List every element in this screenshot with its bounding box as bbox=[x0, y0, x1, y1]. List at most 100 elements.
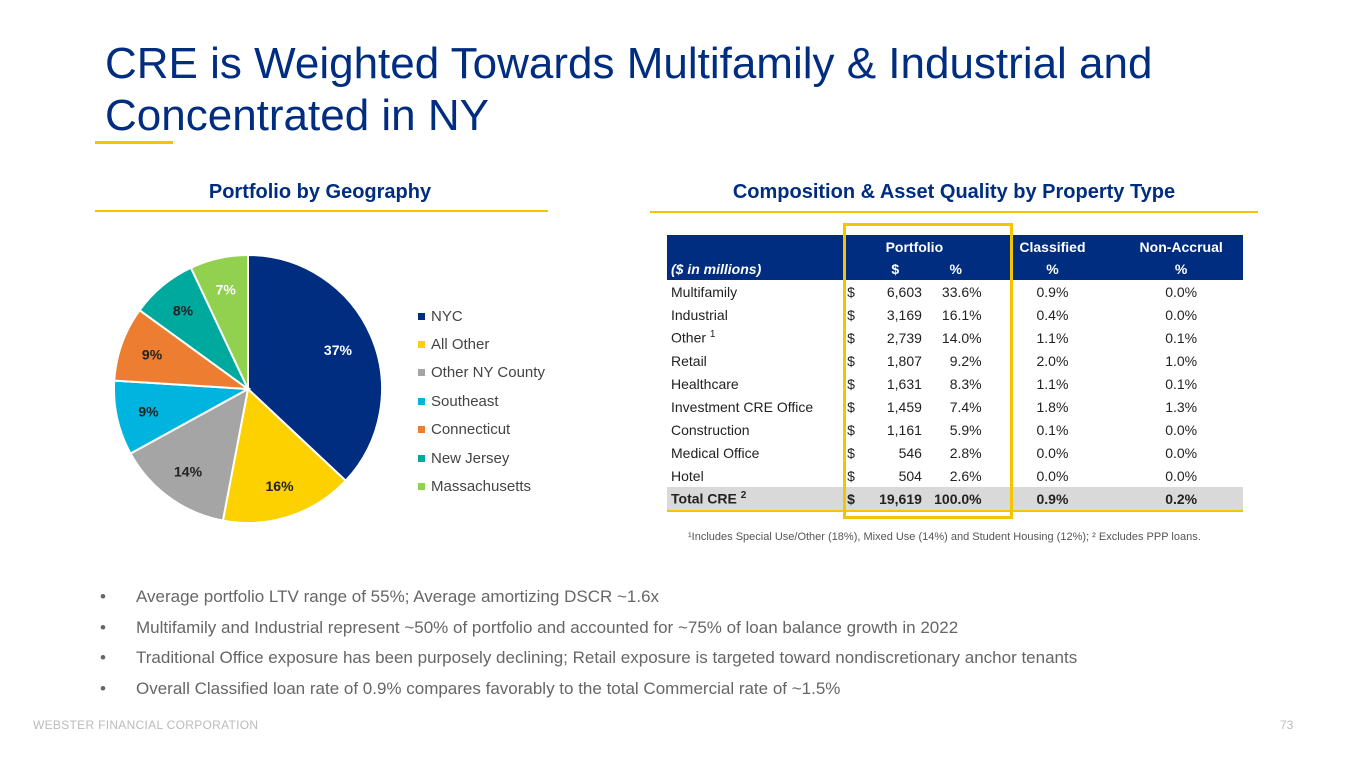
bullet-item: • Multifamily and Industrial represent ~5… bbox=[100, 615, 1077, 646]
pie-slice-massachusetts bbox=[189, 253, 249, 390]
total-sup: 2 bbox=[740, 490, 747, 502]
row-amount: 546 bbox=[898, 444, 922, 461]
row-amount: 1,807 bbox=[886, 352, 922, 369]
row-nonaccrual: 0.1% bbox=[1165, 329, 1198, 346]
row-name: Construction bbox=[671, 421, 750, 438]
header-dollar: $ bbox=[864, 258, 926, 280]
pie-label: 7% bbox=[216, 281, 237, 297]
row-name: Industrial bbox=[671, 306, 728, 323]
row-dollar: $ bbox=[847, 421, 855, 438]
row-name: Other bbox=[671, 329, 707, 346]
legend-swatch bbox=[418, 312, 425, 320]
row-nonaccrual: 0.0% bbox=[1165, 467, 1198, 484]
legend-label: All Other bbox=[431, 336, 490, 354]
pie-legend: NYC All Other Other NY County Southeast Conn… bbox=[418, 302, 545, 501]
table-row: Healthcare $1,631 8.3% 1.1% 0.1% bbox=[667, 372, 1243, 395]
footer-company: WEBSTER FINANCIAL CORPORATION bbox=[33, 718, 259, 732]
table-row: Medical Office $546 2.8% 0.0% 0.0% bbox=[667, 441, 1243, 464]
row-dollar: $ bbox=[847, 398, 855, 415]
legend-item: Southeast bbox=[418, 387, 545, 415]
pie-label: 16% bbox=[266, 478, 295, 494]
total-amount: 19,619 bbox=[864, 487, 926, 512]
pie-slice-other-ny-county bbox=[129, 387, 250, 522]
row-amount: 3,169 bbox=[886, 306, 922, 323]
pie-label: 9% bbox=[142, 346, 163, 362]
row-classified: 1.1% bbox=[1036, 375, 1069, 392]
legend-label: Massachusetts bbox=[431, 478, 532, 496]
row-pct: 5.9% bbox=[949, 421, 982, 438]
header-nonaccrual: Non-Accrual bbox=[1119, 235, 1243, 258]
legend-item: Connecticut bbox=[418, 416, 545, 444]
bullet-item: • Overall Classified loan rate of 0.9% co… bbox=[100, 676, 1077, 707]
row-pct: 9.2% bbox=[949, 352, 982, 369]
legend-item: New Jersey bbox=[418, 444, 545, 472]
row-amount: 2,739 bbox=[886, 329, 922, 346]
row-classified: 0.9% bbox=[1036, 283, 1069, 300]
table-row: Multifamily $6,603 33.6% 0.9% 0.0% bbox=[667, 280, 1243, 303]
pie-slice-nyc bbox=[247, 253, 383, 483]
row-dollar: $ bbox=[847, 375, 855, 392]
pie-label: 9% bbox=[138, 403, 159, 419]
row-sup: 1 bbox=[709, 329, 716, 341]
row-amount: 504 bbox=[898, 467, 922, 484]
geo-section-rule bbox=[95, 210, 548, 212]
comp-section-rule bbox=[650, 211, 1258, 213]
row-dollar: $ bbox=[847, 467, 855, 484]
row-amount: 6,603 bbox=[886, 283, 922, 300]
legend-swatch bbox=[418, 426, 425, 434]
total-nonaccrual: 0.2% bbox=[1119, 487, 1243, 512]
bullet-dot: • bbox=[100, 587, 106, 606]
total-pct: 100.0% bbox=[925, 487, 986, 512]
bullet-dot: • bbox=[100, 648, 106, 667]
bullet-text: Overall Classified loan rate of 0.9% com… bbox=[136, 678, 841, 698]
row-amount: 1,459 bbox=[886, 398, 922, 415]
row-classified: 0.0% bbox=[1036, 444, 1069, 461]
header-pct: % bbox=[925, 258, 986, 280]
bullet-text: Multifamily and Industrial represent ~50… bbox=[136, 617, 959, 637]
row-classified: 2.0% bbox=[1036, 352, 1069, 369]
pie-slice-all-other bbox=[221, 387, 348, 524]
cre-composition-table: Portfolio Classified Non-Accrual ($ in m… bbox=[667, 235, 1243, 512]
bullet-dot: • bbox=[100, 617, 106, 637]
row-dollar: $ bbox=[847, 306, 855, 323]
bullet-text: Average portfolio LTV range of 55%; Aver… bbox=[136, 587, 660, 606]
row-name: Multifamily bbox=[671, 283, 738, 300]
row-nonaccrual: 0.0% bbox=[1165, 421, 1198, 438]
bullet-item: • Average portfolio LTV range of 55%; Ave… bbox=[100, 584, 1077, 615]
legend-item: Massachusetts bbox=[418, 472, 545, 500]
legend-label: NYC bbox=[431, 307, 463, 325]
portfolio-highlight-box bbox=[843, 223, 1013, 519]
row-pct: 7.4% bbox=[949, 398, 982, 415]
bullet-dot: • bbox=[100, 678, 106, 698]
row-nonaccrual: 0.0% bbox=[1165, 283, 1198, 300]
legend-swatch bbox=[418, 483, 425, 491]
header-classified-pct: % bbox=[985, 258, 1120, 280]
legend-label: New Jersey bbox=[431, 449, 510, 467]
row-dollar: $ bbox=[847, 444, 855, 461]
legend-swatch bbox=[418, 341, 425, 349]
legend-swatch bbox=[418, 369, 425, 377]
table-total-row: Total CRE 2 $ 19,619 100.0% 0.9% 0.2% bbox=[667, 487, 1243, 512]
table-row: Industrial $3,169 16.1% 0.4% 0.0% bbox=[667, 303, 1243, 326]
row-pct: 8.3% bbox=[949, 375, 982, 392]
table-footnote: ¹Includes Special Use/Other (18%), Mixed… bbox=[688, 531, 1201, 543]
legend-item: All Other bbox=[418, 330, 545, 358]
row-nonaccrual: 0.0% bbox=[1165, 444, 1198, 461]
pie-label: 8% bbox=[173, 302, 194, 318]
bullet-item: • Traditional Office exposure has been pu… bbox=[100, 645, 1077, 676]
title-underline bbox=[95, 141, 173, 144]
row-classified: 1.8% bbox=[1036, 398, 1069, 415]
row-dollar: $ bbox=[847, 329, 855, 346]
row-pct: 2.8% bbox=[949, 444, 982, 461]
row-amount: 1,631 bbox=[886, 375, 922, 392]
row-nonaccrual: 1.0% bbox=[1165, 352, 1198, 369]
legend-label: Southeast bbox=[431, 392, 499, 410]
header-portfolio: Portfolio bbox=[843, 235, 986, 258]
row-classified: 0.4% bbox=[1036, 306, 1069, 323]
row-classified: 0.1% bbox=[1036, 421, 1069, 438]
total-name: Total CRE bbox=[671, 490, 737, 507]
bullet-text: Traditional Office exposure has been pur… bbox=[136, 648, 1078, 667]
page-title: CRE is Weighted Towards Multifamily & In… bbox=[105, 39, 1153, 140]
legend-item: NYC bbox=[418, 302, 545, 330]
table-row: Retail $1,807 9.2% 2.0% 1.0% bbox=[667, 349, 1243, 372]
